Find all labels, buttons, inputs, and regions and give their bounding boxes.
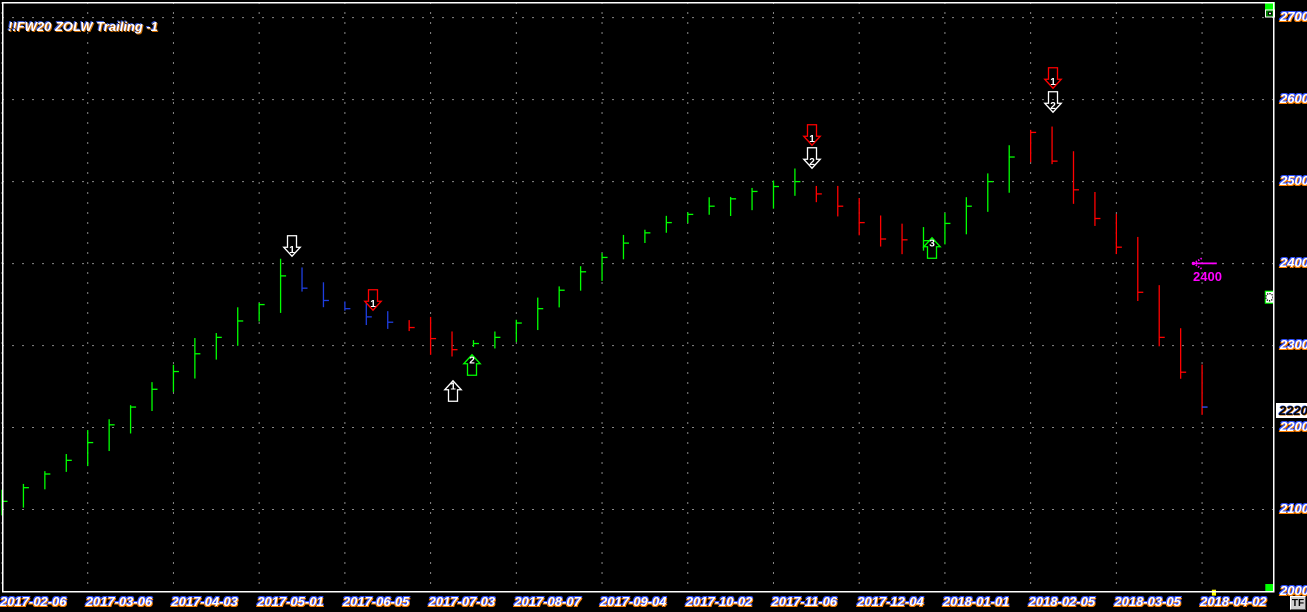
svg-text:1: 1 xyxy=(289,245,295,256)
svg-text:1: 1 xyxy=(370,299,376,310)
svg-text:1: 1 xyxy=(809,134,815,145)
svg-text:2: 2 xyxy=(809,157,815,168)
svg-text:3: 3 xyxy=(929,238,935,249)
svg-text:1: 1 xyxy=(450,381,456,392)
svg-text:2: 2 xyxy=(1050,101,1056,112)
svg-text:2: 2 xyxy=(469,355,475,366)
svg-text:1: 1 xyxy=(1050,77,1056,88)
